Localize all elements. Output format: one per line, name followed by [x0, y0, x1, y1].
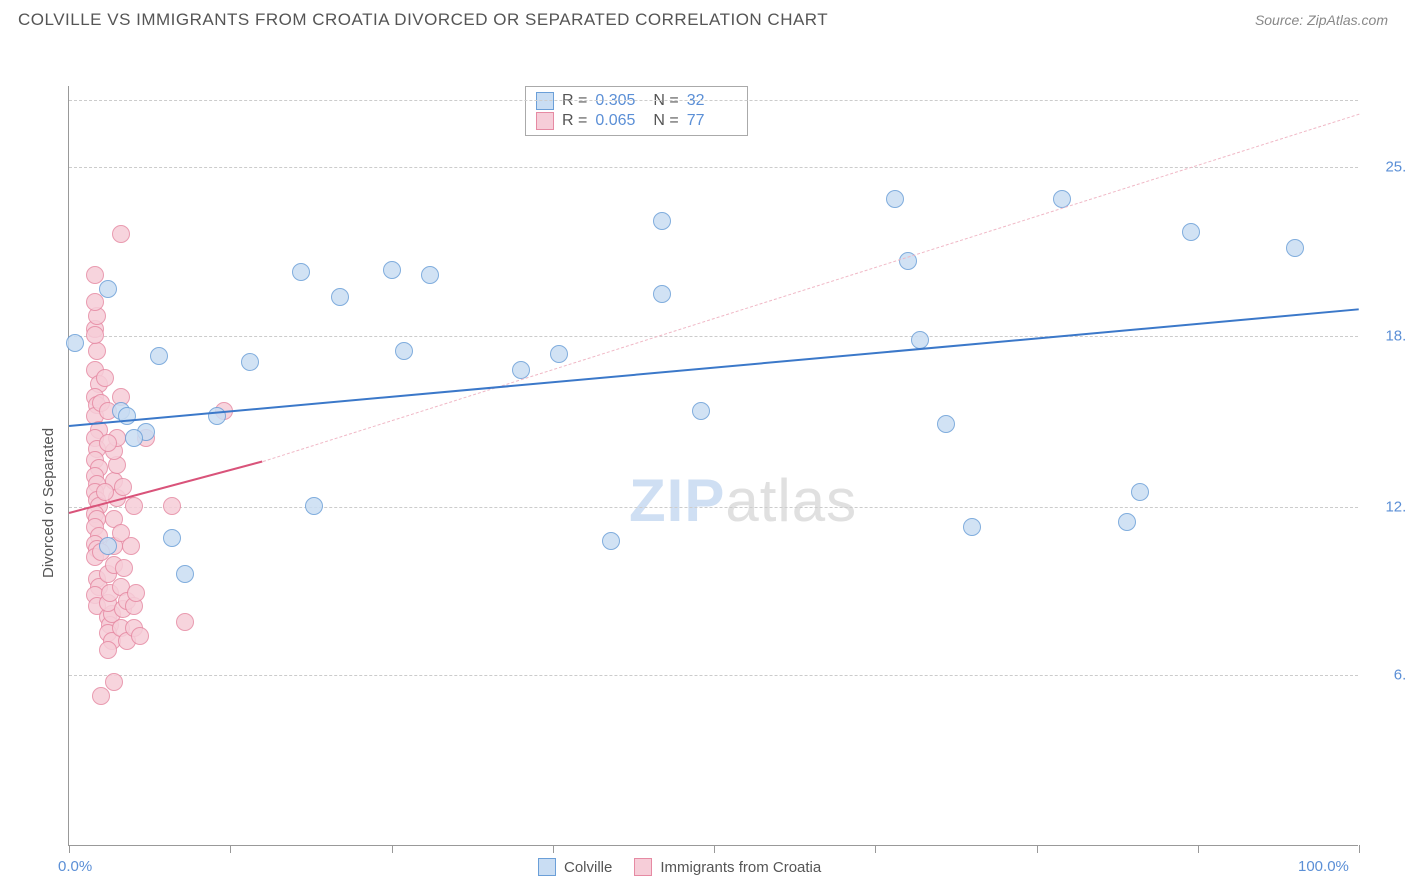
- y-tick-label: 12.5%: [1368, 498, 1406, 515]
- source-attribution: Source: ZipAtlas.com: [1255, 12, 1388, 28]
- data-point: [937, 415, 955, 433]
- data-point: [241, 353, 259, 371]
- data-point: [208, 407, 226, 425]
- n-label: N =: [653, 112, 678, 130]
- data-point: [96, 369, 114, 387]
- r-value: 0.305: [595, 92, 645, 110]
- legend-label: Colville: [564, 859, 612, 876]
- legend-swatch: [536, 92, 554, 110]
- stats-row: R = 0.305 N = 32: [536, 91, 737, 111]
- y-tick-label: 25.0%: [1368, 159, 1406, 176]
- data-point: [118, 407, 136, 425]
- gridline: [69, 100, 1358, 101]
- data-point: [150, 347, 168, 365]
- x-tick: [875, 845, 876, 853]
- data-point: [122, 537, 140, 555]
- x-tick: [392, 845, 393, 853]
- data-point: [92, 687, 110, 705]
- data-point: [550, 345, 568, 363]
- data-point: [114, 478, 132, 496]
- r-label: R =: [562, 92, 587, 110]
- gridline: [69, 675, 1358, 676]
- x-tick: [714, 845, 715, 853]
- data-point: [692, 402, 710, 420]
- y-tick-label: 18.8%: [1368, 327, 1406, 344]
- chart-header: COLVILLE VS IMMIGRANTS FROM CROATIA DIVO…: [0, 0, 1406, 38]
- plot-area: ZIPatlas R =0.305N =32R =0.065N =77 6.3%…: [68, 86, 1358, 846]
- data-point: [125, 429, 143, 447]
- data-point: [131, 627, 149, 645]
- x-tick: [1037, 845, 1038, 853]
- data-point: [886, 190, 904, 208]
- data-point: [176, 565, 194, 583]
- data-point: [602, 532, 620, 550]
- data-point: [292, 263, 310, 281]
- correlation-stats-box: R = 0.305 N = 32 R = 0.065 N = 77: [525, 86, 748, 136]
- data-point: [88, 342, 106, 360]
- data-point: [99, 280, 117, 298]
- x-axis-max-label: 100.0%: [1298, 858, 1349, 875]
- watermark: ZIPatlas: [629, 466, 857, 535]
- x-tick: [69, 845, 70, 853]
- data-point: [383, 261, 401, 279]
- data-point: [395, 342, 413, 360]
- n-label: N =: [653, 92, 678, 110]
- r-label: R =: [562, 112, 587, 130]
- data-point: [115, 559, 133, 577]
- data-point: [1286, 239, 1304, 257]
- trend-line: [69, 309, 1359, 428]
- r-value: 0.065: [595, 112, 645, 130]
- y-axis-label: Divorced or Separated: [40, 428, 57, 578]
- chart-title: COLVILLE VS IMMIGRANTS FROM CROATIA DIVO…: [18, 10, 828, 30]
- data-point: [125, 497, 143, 515]
- data-point: [653, 212, 671, 230]
- data-point: [653, 285, 671, 303]
- gridline: [69, 507, 1358, 508]
- x-tick: [1198, 845, 1199, 853]
- data-point: [112, 225, 130, 243]
- data-point: [99, 641, 117, 659]
- data-point: [99, 537, 117, 555]
- data-point: [421, 266, 439, 284]
- trend-line-extrapolated: [262, 113, 1359, 461]
- x-axis-min-label: 0.0%: [58, 858, 92, 875]
- x-tick: [1359, 845, 1360, 853]
- data-point: [127, 584, 145, 602]
- x-tick: [230, 845, 231, 853]
- data-point: [86, 326, 104, 344]
- gridline: [69, 167, 1358, 168]
- data-point: [331, 288, 349, 306]
- data-point: [1131, 483, 1149, 501]
- data-point: [1182, 223, 1200, 241]
- n-value: 32: [687, 92, 737, 110]
- gridline: [69, 336, 1358, 337]
- data-point: [163, 497, 181, 515]
- data-point: [99, 434, 117, 452]
- stats-row: R = 0.065 N = 77: [536, 111, 737, 131]
- data-point: [176, 613, 194, 631]
- data-point: [163, 529, 181, 547]
- data-point: [105, 673, 123, 691]
- data-point: [66, 334, 84, 352]
- data-point: [305, 497, 323, 515]
- data-point: [1118, 513, 1136, 531]
- data-point: [963, 518, 981, 536]
- bottom-legend: Colville Immigrants from Croatia: [538, 858, 835, 876]
- legend-swatch: [536, 112, 554, 130]
- x-tick: [553, 845, 554, 853]
- data-point: [86, 293, 104, 311]
- legend-label: Immigrants from Croatia: [660, 859, 821, 876]
- n-value: 77: [687, 112, 737, 130]
- legend-swatch: [634, 858, 652, 876]
- legend-swatch: [538, 858, 556, 876]
- data-point: [96, 483, 114, 501]
- y-tick-label: 6.3%: [1368, 667, 1406, 684]
